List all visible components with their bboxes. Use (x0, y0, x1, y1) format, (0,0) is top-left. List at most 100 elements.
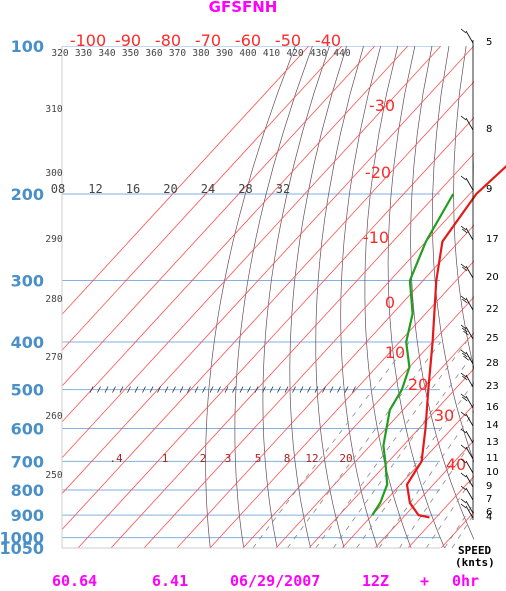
theta-left-label: 260 (45, 411, 62, 422)
footer-value2: 6.41 (152, 572, 188, 590)
hatch-mark (322, 386, 326, 393)
hatch-mark (344, 386, 349, 393)
barb-shaft (465, 474, 474, 488)
barb-shaft (465, 413, 474, 427)
barb-shaft (465, 177, 474, 191)
pressure-label: 500 (11, 381, 44, 400)
hatch-mark (119, 386, 124, 393)
hatch-mark (112, 386, 116, 393)
mixing-ratio-low-label: 3 (225, 452, 232, 465)
barb-shaft (465, 500, 474, 514)
dry-adiabat-line (364, 46, 412, 548)
pressure-label: 600 (11, 420, 44, 439)
hatch-mark (314, 386, 319, 393)
barb-shaft (465, 227, 474, 241)
mixing-ratio-top-label: 08 (51, 182, 65, 196)
wind-speed-label: 9 (486, 184, 492, 195)
theta-label: 340 (98, 48, 115, 59)
hatch-mark (337, 386, 341, 393)
labels-layer: 10020030040050060070080090010001050-100-… (0, 31, 466, 558)
barb-shaft (465, 265, 474, 279)
hatch-mark (104, 386, 109, 393)
barb-flag (460, 349, 467, 355)
barb-flag (460, 444, 467, 450)
hatch-mark (307, 386, 311, 393)
hatch-mark (172, 386, 176, 393)
hatch-mark (329, 386, 334, 393)
pressure-label: 400 (11, 333, 44, 352)
wind-speed-label: 10 (486, 467, 499, 478)
wind-barb (460, 503, 474, 519)
barb-flag (461, 298, 468, 304)
barb-flag (460, 428, 467, 434)
barb-flag (460, 485, 467, 491)
mixing-ratio-low-label: 5 (255, 452, 262, 465)
wind-barb (460, 175, 474, 191)
pressure-label: 700 (11, 452, 44, 471)
footer-plus: + (420, 572, 429, 590)
barb-flag (460, 372, 467, 378)
isotherm-line (176, 46, 474, 548)
hatch-mark (284, 386, 289, 393)
hatch-mark (277, 386, 281, 393)
wind-speed-label: 28 (486, 358, 499, 369)
isotherm-line (374, 46, 474, 548)
barb-shaft (465, 374, 474, 388)
wind-speed-label: 17 (486, 234, 499, 245)
isotherm-side-label: 40 (446, 455, 466, 474)
mixing-ratio-top-label: 28 (238, 182, 252, 196)
isotherm-line (62, 46, 409, 548)
hatch-mark (157, 386, 161, 393)
barb-flag (460, 225, 467, 231)
isotherm-line (62, 46, 474, 548)
barb-flag (461, 352, 468, 358)
wind-speed-label: 7 (486, 494, 492, 505)
theta-left-label: 290 (45, 234, 62, 245)
barb-flag (461, 327, 468, 333)
pressure-label: 900 (11, 506, 44, 525)
plot-frame (61, 46, 440, 549)
wind-speed-label: 13 (486, 437, 499, 448)
dry-adiabat-line (453, 46, 474, 548)
hatch-mark (97, 386, 101, 393)
barb-flag (461, 396, 468, 402)
barb-flag (461, 228, 468, 234)
isotherm-side-label: 20 (408, 375, 428, 394)
isotherm-top-label: -80 (155, 31, 181, 50)
speed-unit: (knts) (455, 556, 495, 569)
pressure-label: 1000 (0, 529, 44, 548)
barb-flag (460, 28, 467, 34)
pressure-label: 800 (11, 481, 44, 500)
curves-layer (371, 165, 506, 519)
barb-flag (460, 324, 467, 330)
isotherm-line (62, 46, 442, 548)
theta-label: 390 (216, 48, 233, 59)
isotherm-top-label: -40 (315, 31, 341, 50)
barb-flag (460, 458, 467, 464)
footer: 60.64 6.41 06/29/2007 12Z + 0hr (52, 572, 479, 590)
dry-adiabat-line (205, 46, 296, 548)
footer-date: 06/29/2007 (230, 572, 320, 590)
wind-barb (460, 428, 474, 444)
wind-speed-label: 14 (486, 420, 499, 431)
wind-barb (460, 295, 474, 311)
wind-speed-label: 4 (486, 512, 492, 523)
isotherm-line (62, 46, 343, 548)
theta-label: 440 (333, 48, 350, 59)
pressure-label: 1050 (0, 539, 44, 558)
barb-flag (460, 115, 467, 121)
isotherm-side-label: 30 (434, 406, 454, 425)
mixing-ratio-top-label: 24 (201, 182, 215, 196)
wind-barb (460, 349, 474, 365)
dry-adiabat-line (387, 46, 445, 548)
hatch-mark (269, 386, 274, 393)
hatch-mark (89, 386, 94, 393)
theta-label: 370 (169, 48, 186, 59)
barb-flag (460, 175, 467, 181)
barb-shaft (465, 505, 474, 519)
grid-layer (61, 46, 474, 549)
wind-barb (460, 458, 474, 474)
hatch-mark (352, 386, 356, 393)
wind-barb (460, 444, 474, 460)
